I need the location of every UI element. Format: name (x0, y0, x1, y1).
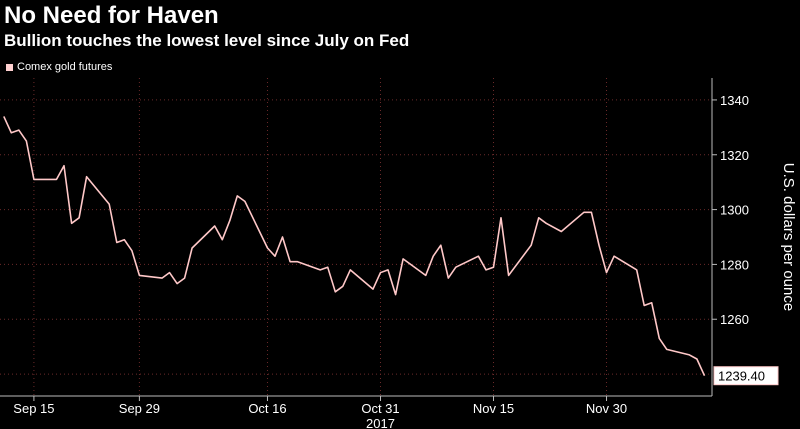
x-tick-label: Sep 29 (119, 401, 160, 416)
y-axis-title: U.S. dollars per ounce (780, 163, 797, 311)
legend-swatch (6, 63, 13, 71)
chart-title: No Need for Haven (4, 2, 219, 29)
x-tick-label: Nov 15 (473, 401, 514, 416)
legend-label: Comex gold futures (17, 61, 113, 73)
y-tick-label: 1280 (720, 257, 749, 272)
x-tick-label: Oct 16 (248, 401, 286, 416)
y-tick-label: 1320 (720, 148, 749, 163)
x-tick-label: Sep 15 (13, 401, 54, 416)
last-value-label: 1239.40 (718, 369, 765, 384)
y-tick-label: 1260 (720, 312, 749, 327)
series-line-comex-gold-futures (3, 116, 706, 377)
x-tick-label: Nov 30 (586, 401, 627, 416)
chart-subtitle: Bullion touches the lowest level since J… (4, 31, 410, 50)
x-year-label: 2017 (366, 416, 395, 429)
x-tick-label: Oct 31 (361, 401, 399, 416)
legend: Comex gold futures (6, 61, 112, 73)
last-value-box (713, 366, 779, 386)
y-tick-label: 1300 (720, 203, 749, 218)
y-tick-label: 1340 (720, 93, 749, 108)
